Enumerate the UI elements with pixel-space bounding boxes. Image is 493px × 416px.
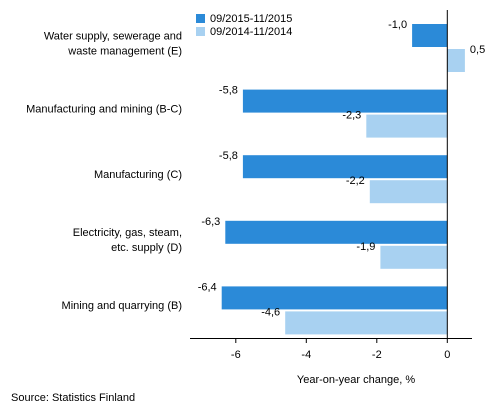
x-tick-label-1: -6 [231, 349, 241, 361]
category-label-2: Manufacturing and mining (B-C) [26, 103, 182, 115]
x-tick-label-4: 0 [444, 349, 450, 361]
bar-2-4 [380, 245, 448, 269]
bar-1-5 [221, 286, 448, 310]
category-label-5: Mining and quarrying (B) [62, 300, 182, 312]
bar-1-4 [225, 220, 448, 244]
bar-2-3 [369, 180, 448, 204]
data-label-1-3: -5,8 [219, 150, 238, 162]
bar-1-3 [242, 155, 448, 179]
legend-swatch-1 [196, 14, 205, 23]
data-label-1-1: -1,0 [388, 19, 407, 31]
x-axis-title: Year-on-year change, % [297, 374, 415, 386]
data-label-2-3: -2,2 [346, 175, 365, 187]
data-label-1-5: -6,4 [198, 281, 217, 293]
legend-label-1: 09/2015-11/2015 [210, 13, 292, 25]
x-tick-label-2: -4 [301, 349, 311, 361]
data-label-1-4: -6,3 [201, 216, 220, 228]
data-label-2-2: -2,3 [342, 110, 361, 122]
category-label-3: Manufacturing (C) [94, 169, 182, 181]
legend-label-2: 09/2014-11/2014 [210, 26, 292, 38]
bar-2-2 [366, 114, 448, 138]
source-note: Source: Statistics Finland [11, 392, 136, 404]
data-label-2-4: -1,9 [356, 241, 375, 253]
legend-swatch-2 [196, 27, 205, 36]
data-label-1-2: -5,8 [219, 85, 238, 97]
category-label-4: Electricity, gas, steam, etc. supply (D) [73, 227, 182, 254]
bar-2-5 [285, 311, 448, 335]
bar-2-1 [447, 49, 465, 72]
x-tick-label-3: -2 [372, 349, 382, 361]
data-label-2-5: -4,6 [261, 306, 280, 318]
bar-1-1 [412, 24, 448, 47]
bar-1-2 [242, 89, 448, 113]
data-label-2-1: 0,5 [470, 44, 485, 56]
category-label-1: Water supply, sewerage and waste manageme… [44, 30, 182, 57]
